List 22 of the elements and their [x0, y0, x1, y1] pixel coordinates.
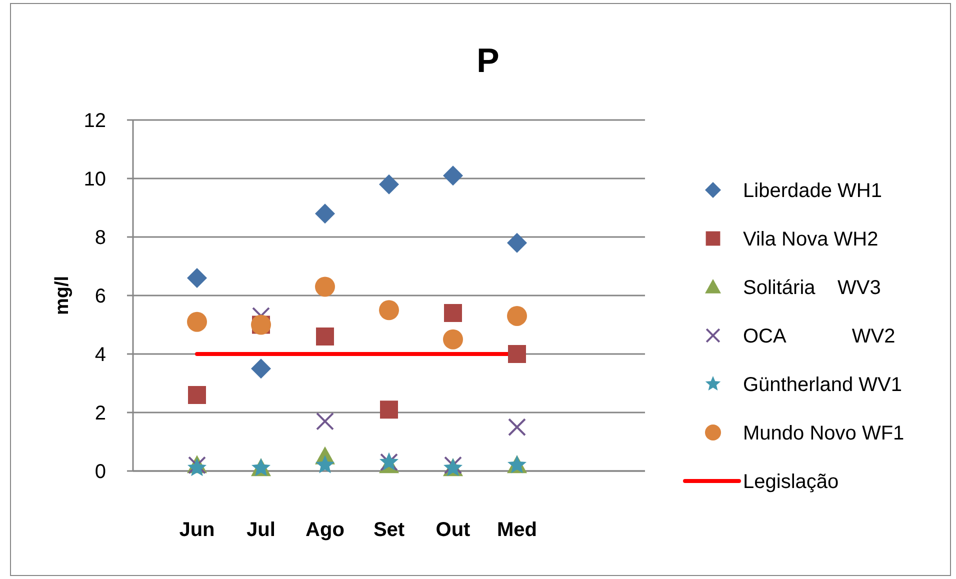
x-tick-label: Jul — [246, 519, 276, 541]
legend-label: Güntherland WV1 — [743, 374, 902, 396]
legend-label: Liberdade WH1 — [743, 180, 882, 202]
y-tick-label: 0 — [94, 461, 106, 483]
chart-title: P — [476, 42, 500, 80]
legend-label: Solitária WV3 — [743, 277, 881, 299]
y-tick-label: 8 — [94, 227, 106, 249]
y-tick-label: 4 — [94, 344, 106, 366]
legend-label: Vila Nova WH2 — [743, 228, 878, 250]
y-tick-label: 10 — [84, 168, 106, 190]
y-tick-label: 6 — [94, 286, 106, 308]
legend-label: Legislação — [743, 471, 839, 493]
x-tick-label: Ago — [306, 519, 344, 541]
x-tick-label: Set — [373, 519, 405, 541]
legend-label: OCA WV2 — [743, 326, 896, 348]
y-tick-label: 12 — [84, 110, 106, 132]
x-tick-label: Med — [497, 519, 537, 541]
x-tick-label: Jun — [179, 519, 215, 541]
y-axis-title: mg/l — [52, 276, 73, 316]
y-tick-label: 2 — [94, 402, 106, 424]
legend-label: Mundo Novo WF1 — [743, 422, 904, 444]
x-tick-label: Out — [436, 519, 471, 541]
